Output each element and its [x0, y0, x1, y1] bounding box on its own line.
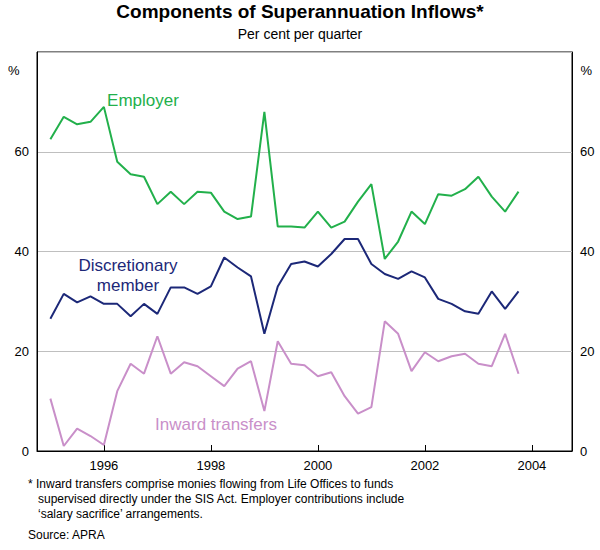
svg-text:40: 40	[15, 244, 29, 259]
svg-text:20: 20	[580, 344, 594, 359]
svg-text:2000: 2000	[303, 458, 332, 473]
svg-text:supervised directly under the: supervised directly under the SIS Act. E…	[28, 492, 405, 506]
svg-text:Discretionary: Discretionary	[78, 256, 178, 275]
svg-text:1998: 1998	[196, 458, 225, 473]
svg-text:2004: 2004	[517, 458, 546, 473]
svg-text:Source: APRA: Source: APRA	[28, 528, 105, 542]
svg-text:0: 0	[580, 444, 587, 459]
svg-text:%: %	[8, 63, 20, 78]
svg-text:Per cent per quarter: Per cent per quarter	[238, 26, 363, 42]
svg-text:Employer: Employer	[107, 91, 179, 110]
svg-text:1996: 1996	[89, 458, 118, 473]
svg-text:* Inward transfers comprise mo: * Inward transfers comprise monies flowi…	[28, 477, 393, 491]
svg-text:Inward transfers: Inward transfers	[155, 415, 277, 434]
svg-text:60: 60	[580, 144, 594, 159]
svg-text:%: %	[580, 63, 592, 78]
svg-text:Components of Superannuation I: Components of Superannuation Inflows*	[116, 1, 484, 22]
svg-text:0: 0	[22, 444, 29, 459]
svg-text:60: 60	[15, 144, 29, 159]
svg-text:‘salary sacrifice’ arrangement: ‘salary sacrifice’ arrangements.	[28, 507, 203, 521]
svg-text:40: 40	[580, 244, 594, 259]
svg-text:2002: 2002	[410, 458, 439, 473]
svg-text:member: member	[97, 276, 160, 295]
svg-text:20: 20	[15, 344, 29, 359]
